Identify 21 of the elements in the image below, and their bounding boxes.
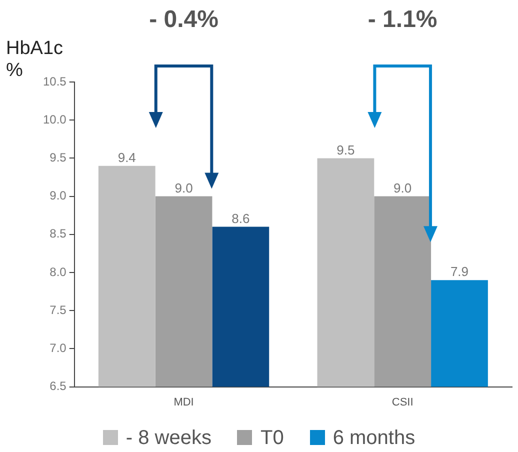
data-label: 9.0 — [174, 180, 193, 196]
data-label: 7.9 — [450, 264, 469, 280]
y-tick-label: 7.5 — [50, 302, 67, 317]
text: - 0.4% — [149, 6, 218, 34]
x-tick-label: CSII — [392, 396, 414, 408]
y-tick-label: 8.0 — [50, 264, 67, 279]
y-tick-label: 9.5 — [50, 150, 67, 165]
text: - 1.1% — [368, 6, 438, 34]
y-tick-label: 9.0 — [50, 188, 67, 203]
legend-label: 6 months — [332, 427, 416, 450]
y-tick-label: 7.0 — [50, 341, 67, 356]
x-tick-label: MDI — [174, 396, 194, 408]
data-label: 9.4 — [118, 150, 136, 165]
legend-label: T0 — [259, 427, 284, 450]
y-tick-label: 6.5 — [50, 379, 67, 394]
legend-label: - 8 weeks — [124, 427, 212, 450]
y-tick-label: 8.5 — [50, 226, 67, 241]
data-label: 8.6 — [232, 210, 250, 226]
data-label: 9.0 — [394, 180, 412, 196]
data-label: 9.5 — [336, 142, 355, 158]
y-tick-label: 10.0 — [42, 112, 67, 126]
